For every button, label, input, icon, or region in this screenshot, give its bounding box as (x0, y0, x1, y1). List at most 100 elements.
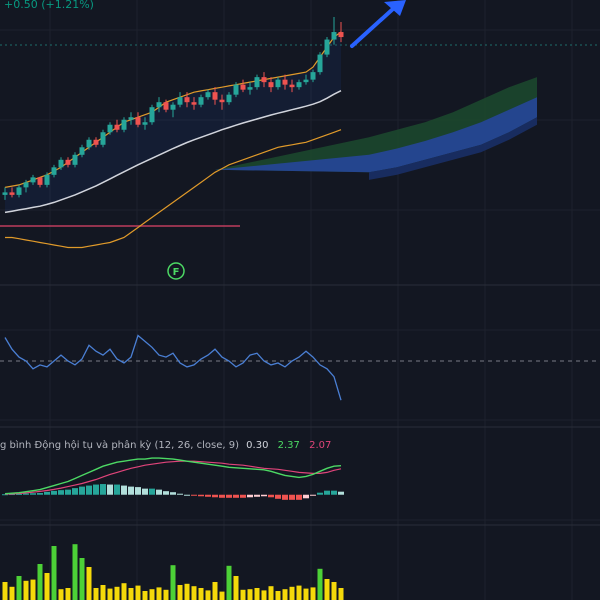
volume-bar (226, 565, 232, 600)
candle-body (142, 122, 148, 125)
macd-histogram-bar (338, 491, 344, 495)
volume-bar (163, 589, 169, 600)
candle-body (135, 117, 141, 125)
volume-bar (254, 588, 260, 600)
candle-body (51, 167, 57, 175)
volume-pane[interactable] (2, 544, 344, 600)
volume-bar (233, 576, 239, 600)
volume-bar (23, 580, 29, 600)
volume-bar (93, 588, 99, 600)
candle-body (268, 82, 274, 88)
event-marker[interactable]: F (167, 262, 185, 280)
macd-histogram-bar (16, 493, 22, 495)
volume-bar (338, 588, 344, 600)
volume-bar (184, 583, 190, 600)
volume-bar (170, 565, 176, 600)
macd-histogram-bar (23, 493, 29, 495)
volume-bar (16, 576, 22, 600)
macd-histogram-bar (275, 494, 281, 499)
volume-bar (177, 585, 183, 600)
volume-bar (212, 582, 218, 600)
candle-body (163, 102, 169, 110)
volume-bar (121, 583, 127, 600)
candle-body (233, 84, 239, 95)
volume-bar (275, 591, 281, 600)
macd-histogram-bar (247, 494, 253, 498)
macd-histogram-bar (114, 484, 120, 495)
envelope-lower-line (5, 129, 342, 249)
cloud-blue-dark (369, 117, 537, 180)
macd-histogram-bar (212, 494, 218, 498)
volume-bar (205, 590, 211, 600)
volume-bar (268, 586, 274, 600)
volume-bar (156, 587, 162, 600)
candle-body (212, 92, 218, 100)
macd-histogram-bar (184, 494, 190, 496)
volume-bar (72, 544, 78, 600)
macd-histogram-bar (191, 494, 197, 496)
candle-body (86, 139, 92, 148)
volume-bar (30, 579, 36, 600)
volume-bar (100, 585, 106, 600)
cloud-blue (215, 97, 537, 173)
macd-pane[interactable] (2, 457, 344, 500)
candle-body (303, 79, 309, 83)
macd-histogram-bar (65, 489, 71, 495)
candle-body (44, 174, 50, 185)
macd-histogram-bar (128, 486, 134, 495)
volume-bar (128, 588, 134, 600)
volume-bar (107, 588, 113, 600)
candle-body (261, 77, 267, 83)
candle-body (310, 72, 316, 80)
macd-histogram-bar (331, 490, 337, 495)
macd-readout-signal: 2.07 (309, 440, 331, 451)
macd-histogram-bar (282, 494, 288, 500)
candle-body (177, 97, 183, 105)
earnings-flag-icon[interactable] (167, 262, 185, 280)
macd-histogram-bar (37, 493, 43, 495)
volume-bar (142, 591, 148, 600)
macd-histogram-bar (233, 494, 239, 498)
candle-body (79, 147, 85, 155)
rsi-pane[interactable] (0, 334, 600, 401)
candle-body (226, 94, 232, 103)
macd-histogram-bar (268, 494, 274, 498)
candle-body (114, 124, 120, 130)
macd-histogram-bar (9, 494, 15, 496)
macd-histogram-bar (44, 491, 50, 495)
macd-histogram-bar (163, 491, 169, 495)
volume-bar (44, 573, 50, 600)
macd-histogram-bar (107, 484, 113, 495)
macd-histogram-bar (149, 488, 155, 495)
macd-histogram-bar (296, 494, 302, 500)
ma-line (4, 90, 342, 214)
macd-histogram-bar (226, 494, 232, 498)
macd-histogram-bar (72, 488, 78, 495)
volume-bar (219, 591, 225, 600)
macd-histogram-bar (30, 493, 36, 495)
macd-histogram-bar (142, 488, 148, 495)
macd-readout-histogram: 0.30 (246, 440, 268, 451)
volume-bar (261, 590, 267, 600)
macd-signal-line (4, 460, 342, 495)
candle-body (317, 54, 323, 73)
candle-body (37, 177, 43, 185)
volume-bar (240, 589, 246, 600)
macd-line (4, 457, 342, 495)
macd-histogram-bar (51, 490, 57, 495)
volume-bar (149, 589, 155, 600)
price-pane[interactable] (0, 17, 600, 249)
macd-histogram-bar (261, 494, 267, 497)
candle-body (247, 87, 253, 90)
volume-bar (324, 579, 330, 600)
volume-bar (296, 585, 302, 600)
macd-histogram-bar (219, 494, 225, 498)
volume-bar (247, 589, 253, 600)
candle-body (289, 84, 295, 88)
volume-bar (79, 558, 85, 600)
macd-histogram-bar (324, 490, 330, 495)
macd-histogram-bar (156, 489, 162, 495)
macd-histogram-bar (58, 490, 64, 495)
pane-dividers (0, 284, 600, 526)
